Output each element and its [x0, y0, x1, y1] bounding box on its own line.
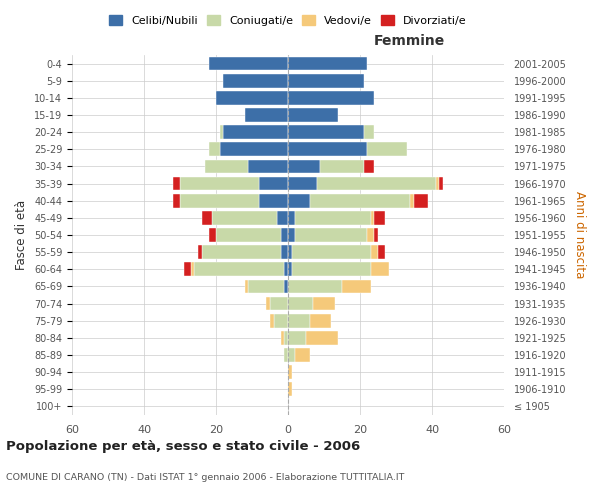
Bar	[288, 142, 367, 156]
Bar	[209, 228, 216, 242]
Bar	[216, 228, 281, 242]
Y-axis label: Fasce di età: Fasce di età	[16, 200, 28, 270]
Bar	[209, 56, 288, 70]
Bar	[317, 176, 436, 190]
Bar	[410, 194, 414, 207]
Bar	[367, 228, 374, 242]
Bar	[245, 280, 248, 293]
Text: Popolazione per età, sesso e stato civile - 2006: Popolazione per età, sesso e stato civil…	[6, 440, 360, 453]
Bar	[288, 176, 317, 190]
Bar	[198, 246, 202, 259]
Bar	[288, 366, 292, 379]
Bar	[284, 262, 288, 276]
Bar	[288, 74, 364, 88]
Bar	[295, 228, 367, 242]
Bar	[288, 296, 313, 310]
Bar	[288, 194, 310, 207]
Y-axis label: Anni di nascita: Anni di nascita	[573, 192, 586, 278]
Bar	[173, 176, 180, 190]
Bar	[288, 56, 367, 70]
Bar	[371, 246, 378, 259]
Bar	[194, 262, 284, 276]
Bar	[284, 331, 288, 344]
Bar	[288, 280, 342, 293]
Bar	[288, 331, 306, 344]
Bar	[184, 262, 191, 276]
Bar	[374, 211, 385, 224]
Bar	[439, 176, 443, 190]
Bar	[281, 246, 288, 259]
Bar	[270, 314, 274, 328]
Legend: Celibi/Nubili, Coniugati/e, Vedovi/e, Divorziati/e: Celibi/Nubili, Coniugati/e, Vedovi/e, Di…	[105, 10, 471, 30]
Bar	[364, 126, 374, 139]
Bar	[371, 262, 389, 276]
Bar	[320, 160, 364, 173]
Bar	[274, 314, 288, 328]
Bar	[220, 126, 223, 139]
Bar	[180, 194, 259, 207]
Bar	[220, 142, 288, 156]
Bar	[248, 160, 288, 173]
Bar	[191, 262, 194, 276]
Bar	[245, 108, 288, 122]
Bar	[288, 91, 374, 104]
Bar	[342, 280, 371, 293]
Bar	[281, 331, 284, 344]
Bar	[259, 194, 288, 207]
Bar	[371, 211, 374, 224]
Bar	[277, 211, 288, 224]
Bar	[209, 142, 220, 156]
Bar	[313, 296, 335, 310]
Bar	[378, 246, 385, 259]
Bar	[288, 211, 295, 224]
Bar	[288, 160, 320, 173]
Bar	[288, 262, 292, 276]
Bar	[288, 382, 292, 396]
Bar	[288, 246, 292, 259]
Text: Femmine: Femmine	[373, 34, 445, 48]
Bar	[436, 176, 439, 190]
Bar	[248, 280, 284, 293]
Bar	[259, 176, 288, 190]
Bar	[216, 91, 288, 104]
Bar	[310, 314, 331, 328]
Bar	[364, 160, 374, 173]
Bar	[367, 142, 407, 156]
Bar	[202, 211, 212, 224]
Bar	[212, 211, 277, 224]
Bar	[295, 211, 371, 224]
Bar	[288, 314, 310, 328]
Bar	[306, 331, 338, 344]
Bar	[374, 228, 378, 242]
Bar	[284, 348, 288, 362]
Bar	[414, 194, 428, 207]
Text: COMUNE DI CARANO (TN) - Dati ISTAT 1° gennaio 2006 - Elaborazione TUTTITALIA.IT: COMUNE DI CARANO (TN) - Dati ISTAT 1° ge…	[6, 473, 404, 482]
Bar	[288, 228, 295, 242]
Bar	[223, 74, 288, 88]
Bar	[205, 160, 248, 173]
Bar	[295, 348, 310, 362]
Bar	[288, 108, 338, 122]
Bar	[180, 176, 259, 190]
Bar	[292, 246, 371, 259]
Bar	[173, 194, 180, 207]
Bar	[281, 228, 288, 242]
Bar	[310, 194, 410, 207]
Bar	[223, 126, 288, 139]
Bar	[270, 296, 288, 310]
Bar	[292, 262, 371, 276]
Bar	[266, 296, 270, 310]
Bar	[288, 348, 295, 362]
Bar	[202, 246, 281, 259]
Bar	[288, 126, 364, 139]
Bar	[284, 280, 288, 293]
